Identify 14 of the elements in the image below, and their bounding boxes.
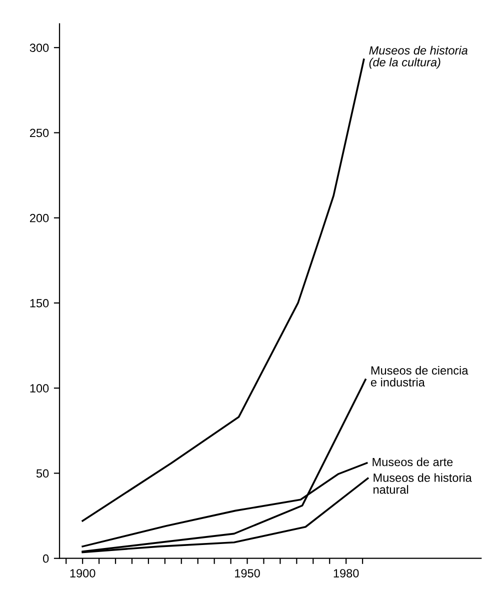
x-tick-label: 1900 [70,569,96,578]
y-tick-label: 200 [30,214,49,222]
series-label: Museos de arte [372,458,453,466]
y-tick-label: 150 [30,299,49,308]
x-tick-label: 1980 [334,569,359,578]
y-tick-label: 300 [30,44,49,52]
y-tick-label: 100 [30,384,49,392]
y-tick-label: 50 [36,469,49,478]
y-tick-label: 0 [43,554,49,563]
series-label: Museos de ciencia e industria [370,366,468,387]
x-tick-label: 1950 [235,569,260,578]
series-label: Museos de historia natural [374,473,472,494]
y-tick-label: 250 [30,128,49,138]
series-label: Museos de historia (de la cultura) [369,46,468,69]
